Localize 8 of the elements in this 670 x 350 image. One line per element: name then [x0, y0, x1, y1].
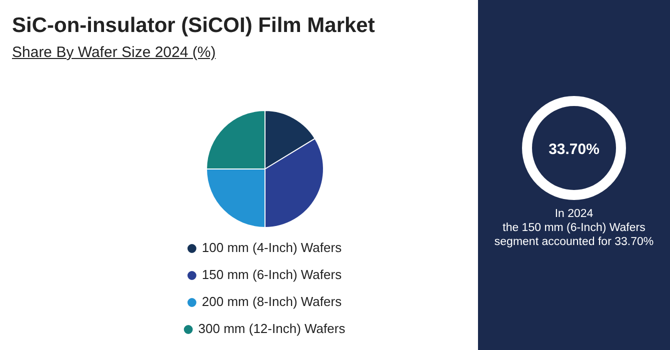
text: 33.70% — [548, 141, 600, 158]
chart-subtitle: Share By Wafer Size 2024 (%) — [12, 44, 216, 61]
chart-title: SiC-on-insulator (SiCOI) Film Market — [12, 14, 375, 38]
legend-label: 100 mm (4-Inch) Wafers — [202, 240, 342, 256]
text: In 2024 the 150 mm (6-Inch) Wafers segment accounted for 33.70% — [493, 208, 655, 250]
legend-label: 150 mm (6-Inch) Wafers — [202, 267, 342, 282]
legend-label: 300 mm (12-Inch) Wafers — [198, 321, 346, 336]
legend-label: 200 mm (8-Inch) Wafers — [202, 294, 342, 310]
